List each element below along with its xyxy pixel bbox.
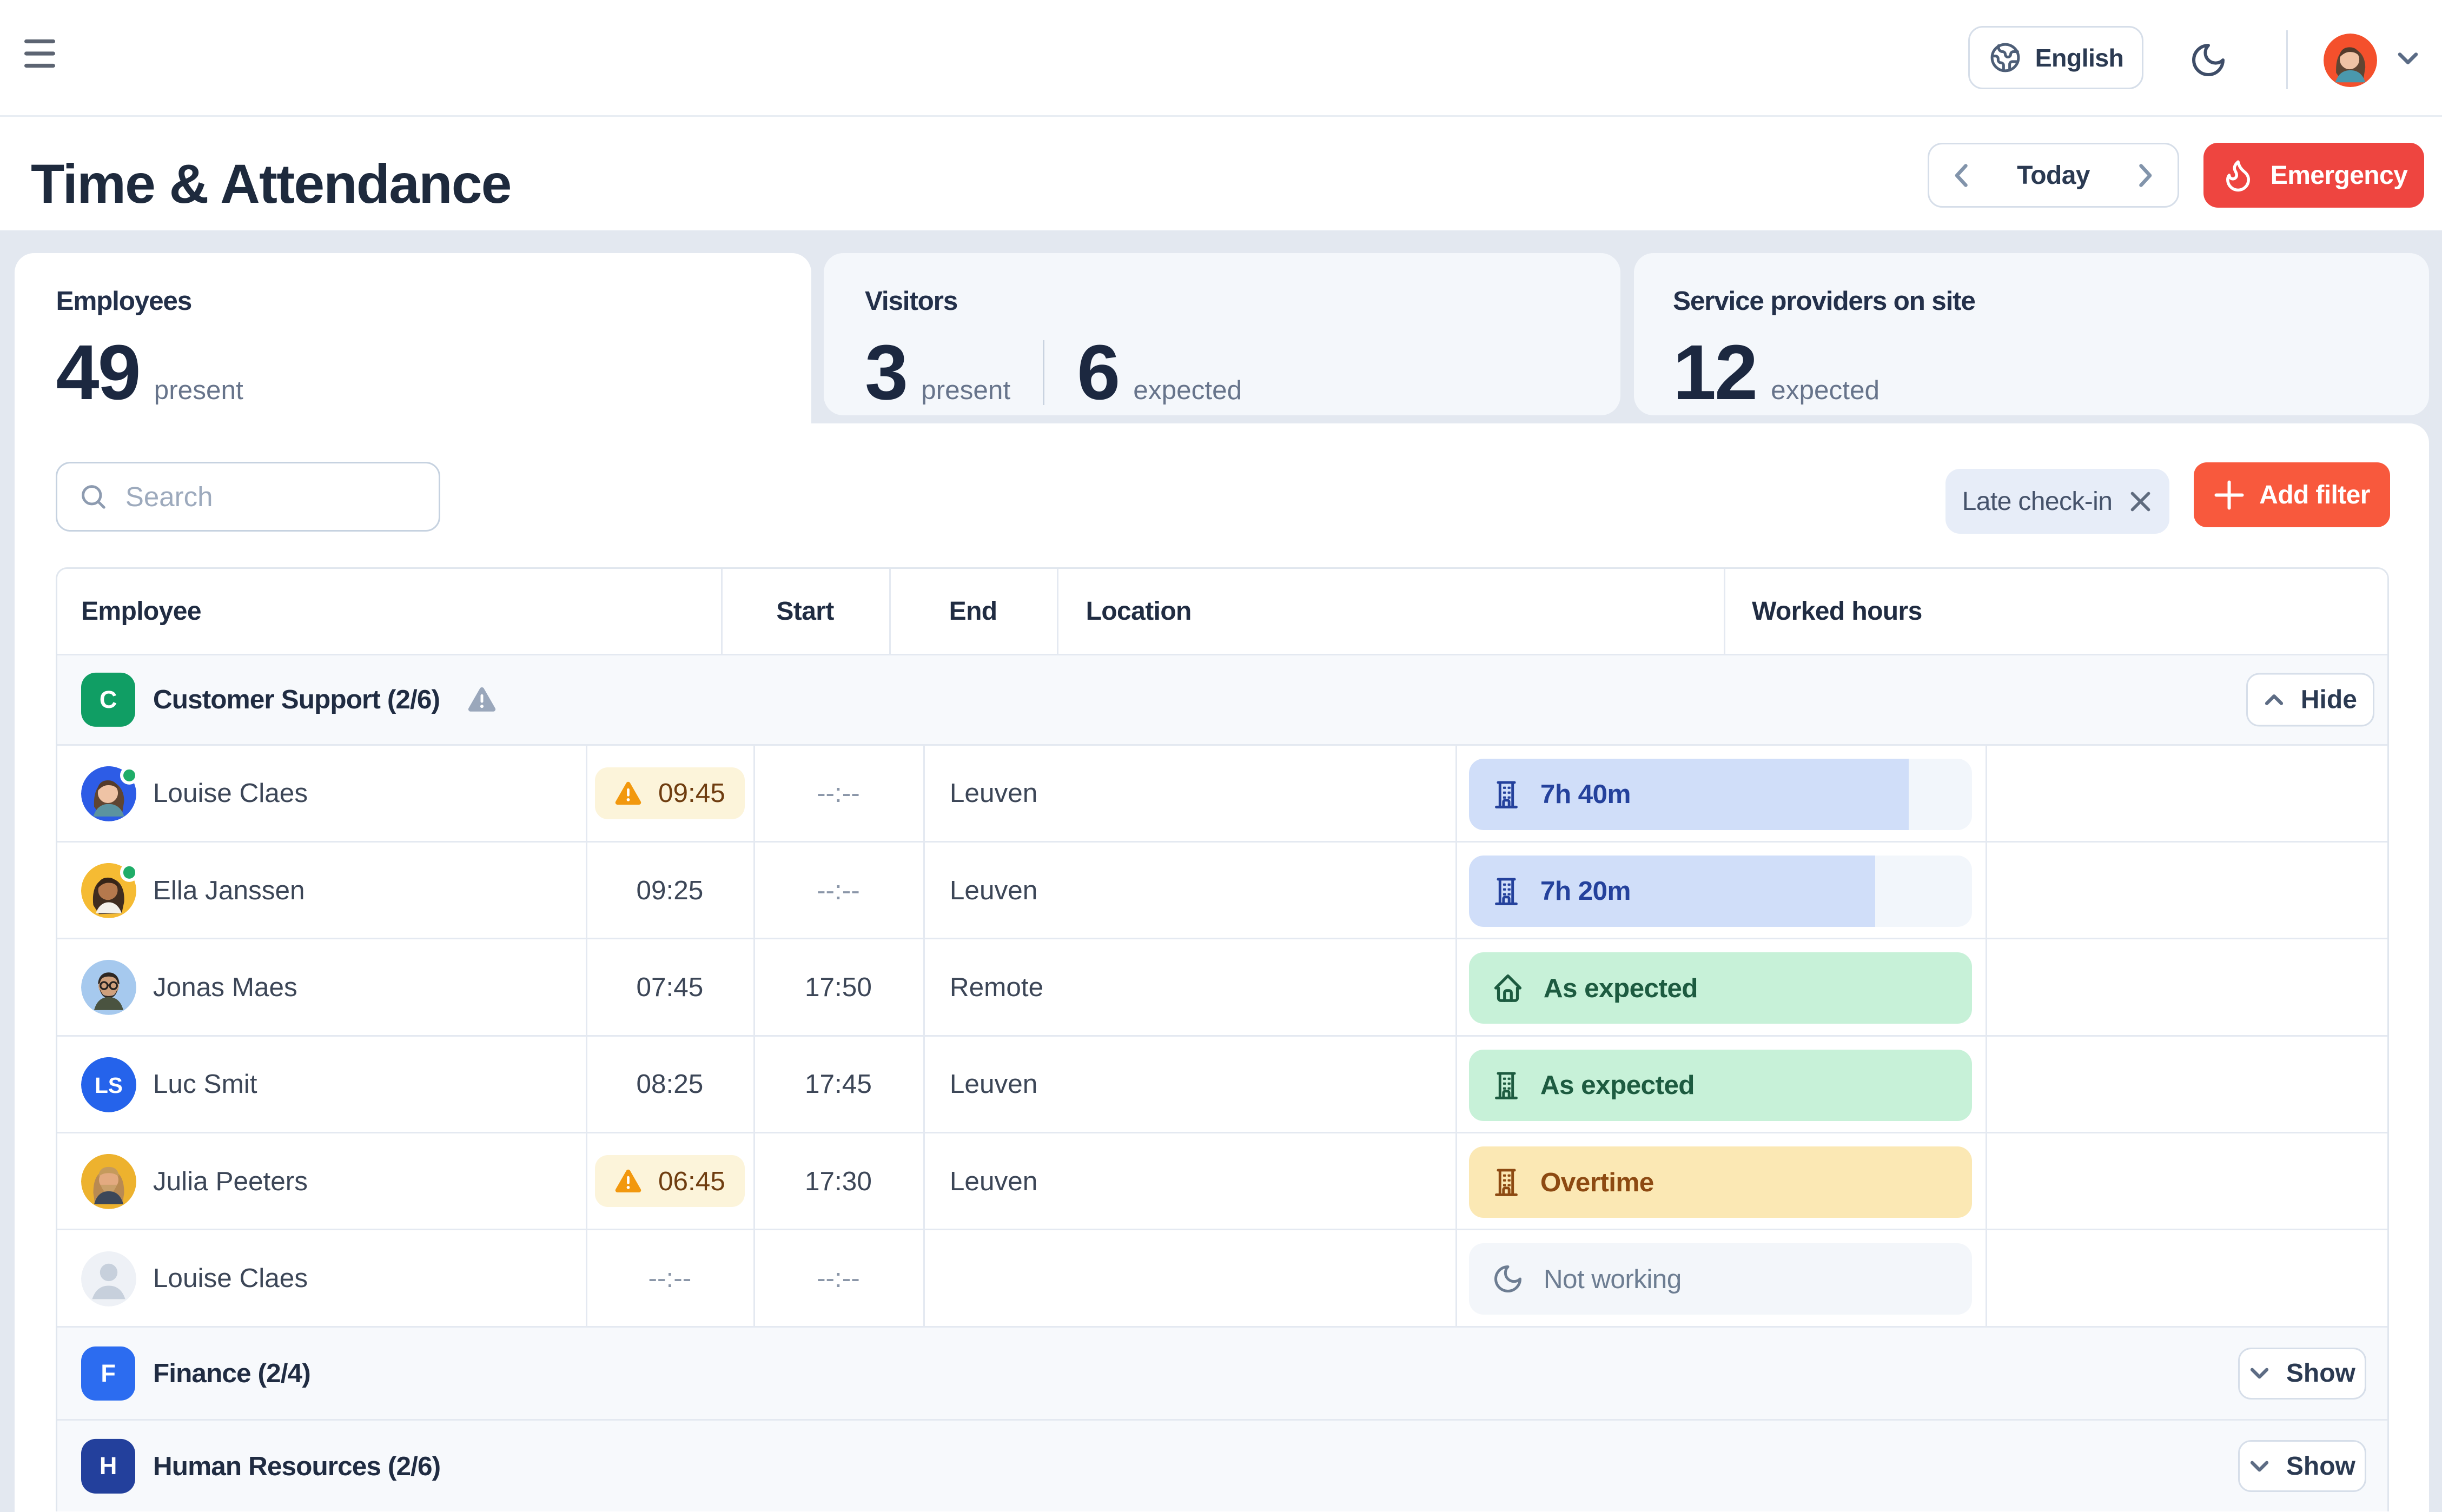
- svg-text:LS: LS: [95, 1073, 123, 1098]
